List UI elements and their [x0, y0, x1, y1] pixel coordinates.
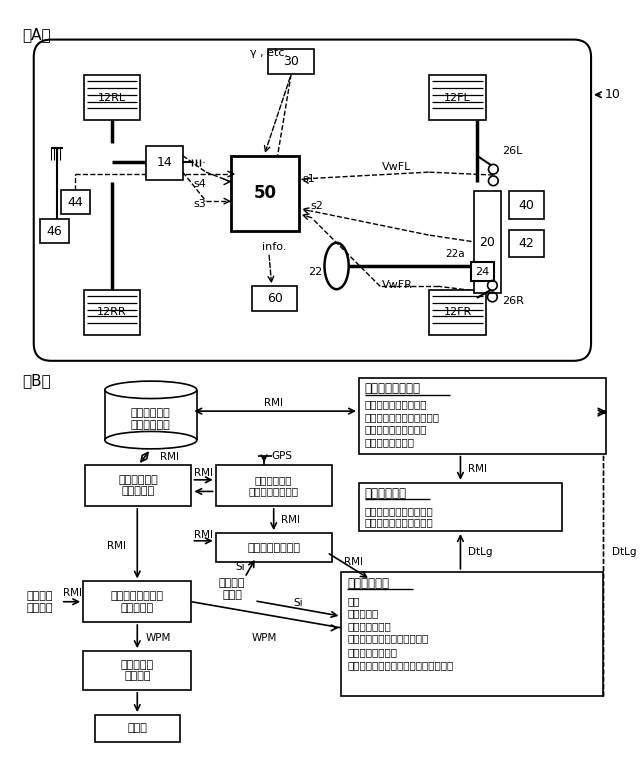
Text: GPS: GPS — [272, 450, 292, 460]
Bar — [471, 262, 494, 282]
Text: 走行ログ記録: 走行ログ記録 — [348, 577, 389, 590]
Text: 22a: 22a — [445, 249, 465, 259]
Bar — [341, 572, 603, 695]
Text: レーン中心ポイント決定: レーン中心ポイント決定 — [365, 517, 433, 527]
Bar — [83, 581, 191, 622]
Text: 24: 24 — [476, 266, 490, 276]
Text: 50: 50 — [253, 185, 276, 203]
Text: 10: 10 — [605, 89, 621, 101]
Text: 14: 14 — [157, 156, 172, 169]
Text: カメラ／
センサ: カメラ／ センサ — [219, 578, 245, 600]
Bar — [83, 651, 191, 690]
Text: 30: 30 — [283, 55, 299, 69]
Text: 道路地図情報
データベース: 道路地図情報 データベース — [131, 408, 171, 430]
Text: VwFL: VwFL — [382, 162, 412, 172]
Text: ランドマーク検出: ランドマーク検出 — [247, 543, 300, 553]
Text: 12RR: 12RR — [97, 307, 127, 317]
Text: ウェイポイント・
マップ構成: ウェイポイント・ マップ構成 — [111, 591, 164, 613]
Text: 運転支援／
走行制御: 運転支援／ 走行制御 — [121, 660, 154, 681]
Text: 車線先端／終端位置決定: 車線先端／終端位置決定 — [365, 506, 433, 516]
Text: WPM: WPM — [146, 632, 172, 642]
Text: 40: 40 — [518, 199, 534, 212]
Text: 道路地図情報
プロバイダ: 道路地図情報 プロバイダ — [118, 475, 158, 497]
Text: DtLg: DtLg — [612, 547, 637, 557]
Text: RMI: RMI — [63, 588, 82, 598]
Text: RMI: RMI — [107, 541, 125, 551]
Text: ヨーレート: ヨーレート — [348, 608, 378, 618]
Text: 26L: 26L — [502, 146, 522, 156]
Text: s4: s4 — [193, 179, 206, 189]
Text: 実車両走路距離: 実車両走路距離 — [348, 621, 391, 631]
Bar — [359, 483, 562, 531]
Text: ランドマーク走路距離補正: ランドマーク走路距離補正 — [365, 412, 440, 422]
Text: RMI: RMI — [468, 464, 487, 474]
Bar — [231, 156, 299, 231]
Text: WPM: WPM — [252, 632, 276, 642]
Text: RMI: RMI — [159, 451, 179, 461]
Text: Si: Si — [293, 598, 303, 608]
Bar — [216, 533, 332, 562]
Text: 道路地図情報補正: 道路地図情報補正 — [365, 383, 420, 395]
Bar — [429, 75, 486, 120]
Text: DtLg: DtLg — [468, 547, 493, 557]
Text: 車速: 車速 — [348, 596, 360, 606]
Text: 表示器: 表示器 — [127, 724, 147, 734]
FancyBboxPatch shape — [34, 39, 591, 361]
Text: 20: 20 — [479, 236, 495, 249]
Bar — [146, 146, 183, 180]
Text: 12FL: 12FL — [444, 92, 471, 102]
Text: RMI: RMI — [264, 398, 283, 408]
Text: RMI: RMI — [282, 515, 300, 525]
Text: 60: 60 — [267, 293, 283, 306]
Text: RMI: RMI — [193, 530, 212, 540]
Text: Si: Si — [235, 562, 244, 572]
Text: 走行軌跡生成: 走行軌跡生成 — [365, 487, 406, 500]
Bar — [268, 49, 314, 75]
Bar — [84, 75, 140, 120]
Bar — [474, 192, 501, 293]
Bar — [61, 189, 90, 214]
Text: ランドマーク・カーブ構成点識別情報: ランドマーク・カーブ構成点識別情報 — [348, 661, 454, 671]
Ellipse shape — [105, 381, 196, 399]
Text: 22: 22 — [308, 266, 322, 276]
Bar — [509, 192, 543, 219]
Text: VwFR: VwFR — [382, 280, 413, 290]
Text: 走行予定
経路入力: 走行予定 経路入力 — [26, 591, 52, 613]
Bar — [509, 230, 543, 257]
Text: 車両－車線偏差角: 車両－車線偏差角 — [348, 647, 397, 657]
Bar — [252, 286, 297, 311]
Text: s2: s2 — [310, 201, 323, 211]
Text: s1: s1 — [303, 174, 316, 184]
Ellipse shape — [105, 431, 196, 449]
Bar — [429, 290, 486, 335]
Text: RMI: RMI — [344, 557, 362, 567]
Text: γ , etc.: γ , etc. — [250, 48, 287, 58]
Text: 自己位置検出
車両走路距離決定: 自己位置検出 車両走路距離決定 — [249, 475, 299, 497]
Text: 12FR: 12FR — [444, 307, 472, 317]
Text: 44: 44 — [67, 196, 83, 209]
Text: 交差点間走路距離補正: 交差点間走路距離補正 — [365, 400, 427, 410]
Text: 42: 42 — [518, 237, 534, 250]
Text: （A）: （A） — [22, 27, 51, 42]
Text: 12RL: 12RL — [98, 92, 126, 102]
Text: 46: 46 — [46, 225, 62, 238]
Text: info.: info. — [262, 242, 287, 252]
Bar — [216, 465, 332, 506]
Text: RMI: RMI — [193, 468, 212, 478]
Text: （B）: （B） — [22, 373, 51, 388]
Text: カーブ構成点情報補正: カーブ構成点情報補正 — [365, 424, 427, 434]
Bar — [85, 465, 191, 506]
Bar — [84, 290, 140, 335]
Text: 車両位置－車線中心間横偏差: 車両位置－車線中心間横偏差 — [348, 634, 429, 644]
Text: 26R: 26R — [502, 296, 524, 306]
Text: s3: s3 — [193, 199, 206, 209]
Text: 交差点内情報補正: 交差点内情報補正 — [365, 437, 415, 447]
Bar — [40, 219, 68, 243]
Bar — [95, 715, 180, 742]
Bar — [359, 378, 605, 454]
